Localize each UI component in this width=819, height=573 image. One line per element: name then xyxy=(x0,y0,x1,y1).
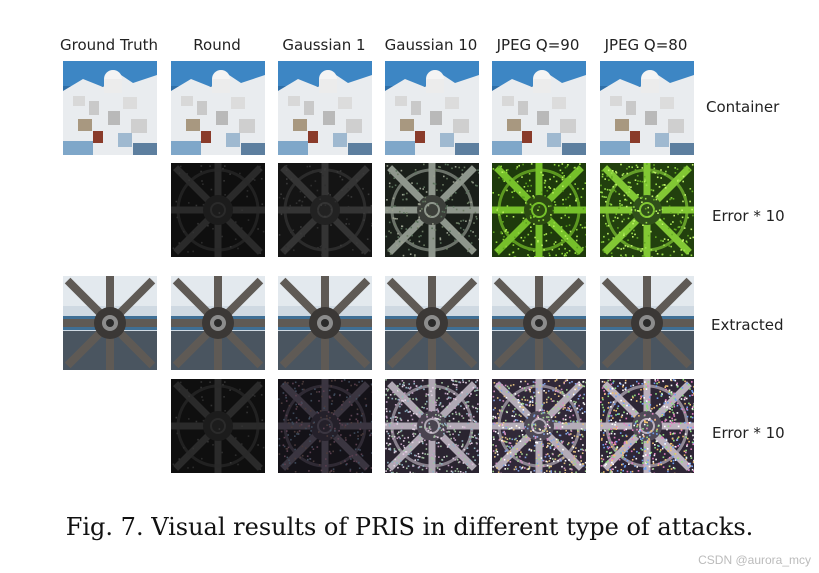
container-image xyxy=(278,61,372,155)
container-image xyxy=(600,61,694,155)
col-header-round: Round xyxy=(193,36,241,54)
row-label-container: Container xyxy=(706,98,780,116)
error-map-image xyxy=(385,163,479,257)
error-map-image xyxy=(600,163,694,257)
error-map-image xyxy=(492,379,586,473)
error-map-image xyxy=(171,379,265,473)
error-map-image xyxy=(171,163,265,257)
watermark: CSDN @aurora_mcy xyxy=(698,553,811,567)
container-image xyxy=(492,61,586,155)
extracted-image xyxy=(171,276,265,370)
col-header-ground-truth: Ground Truth xyxy=(60,36,158,54)
col-header-jpeg-80: JPEG Q=80 xyxy=(604,36,688,54)
extracted-image xyxy=(278,276,372,370)
col-header-jpeg-90: JPEG Q=90 xyxy=(496,36,580,54)
extracted-image xyxy=(63,276,157,370)
container-image xyxy=(63,61,157,155)
figure-caption: Fig. 7. Visual results of PRIS in differ… xyxy=(65,513,754,541)
col-header-gaussian-1: Gaussian 1 xyxy=(282,36,366,54)
row-label-error-container: Error * 10 xyxy=(712,207,785,225)
extracted-image xyxy=(600,276,694,370)
error-map-image xyxy=(600,379,694,473)
col-header-gaussian-10: Gaussian 10 xyxy=(384,36,478,54)
container-image xyxy=(171,61,265,155)
row-label-error-extracted: Error * 10 xyxy=(712,424,785,442)
extracted-image xyxy=(385,276,479,370)
container-image xyxy=(385,61,479,155)
row-label-extracted: Extracted xyxy=(711,316,784,334)
error-map-image xyxy=(385,379,479,473)
error-map-image xyxy=(278,379,372,473)
error-map-image xyxy=(278,163,372,257)
extracted-image xyxy=(492,276,586,370)
error-map-image xyxy=(492,163,586,257)
